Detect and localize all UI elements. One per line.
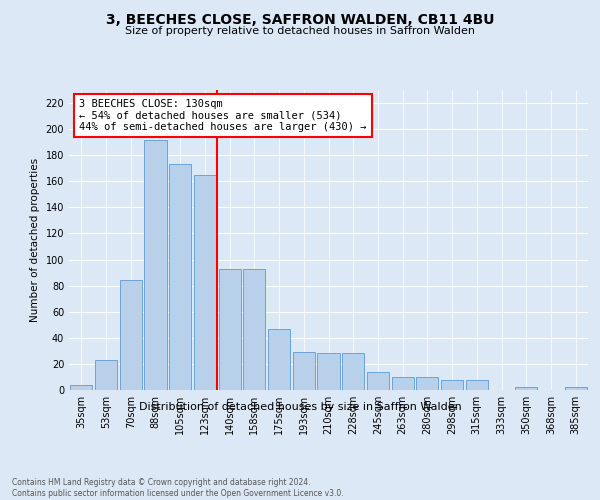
Bar xyxy=(441,380,463,390)
Bar xyxy=(342,354,364,390)
Bar xyxy=(565,388,587,390)
Bar xyxy=(218,268,241,390)
Bar xyxy=(145,140,167,390)
Bar xyxy=(515,388,538,390)
Y-axis label: Number of detached properties: Number of detached properties xyxy=(30,158,40,322)
Bar xyxy=(243,268,265,390)
Bar xyxy=(317,354,340,390)
Bar xyxy=(194,175,216,390)
Text: 3, BEECHES CLOSE, SAFFRON WALDEN, CB11 4BU: 3, BEECHES CLOSE, SAFFRON WALDEN, CB11 4… xyxy=(106,12,494,26)
Bar xyxy=(367,372,389,390)
Bar xyxy=(268,328,290,390)
Bar xyxy=(416,377,439,390)
Bar xyxy=(466,380,488,390)
Bar xyxy=(293,352,315,390)
Bar xyxy=(169,164,191,390)
Text: Size of property relative to detached houses in Saffron Walden: Size of property relative to detached ho… xyxy=(125,26,475,36)
Bar xyxy=(392,377,414,390)
Text: Contains HM Land Registry data © Crown copyright and database right 2024.
Contai: Contains HM Land Registry data © Crown c… xyxy=(12,478,344,498)
Text: Distribution of detached houses by size in Saffron Walden: Distribution of detached houses by size … xyxy=(139,402,461,412)
Bar xyxy=(95,360,117,390)
Bar xyxy=(70,385,92,390)
Bar xyxy=(119,280,142,390)
Text: 3 BEECHES CLOSE: 130sqm
← 54% of detached houses are smaller (534)
44% of semi-d: 3 BEECHES CLOSE: 130sqm ← 54% of detache… xyxy=(79,99,367,132)
